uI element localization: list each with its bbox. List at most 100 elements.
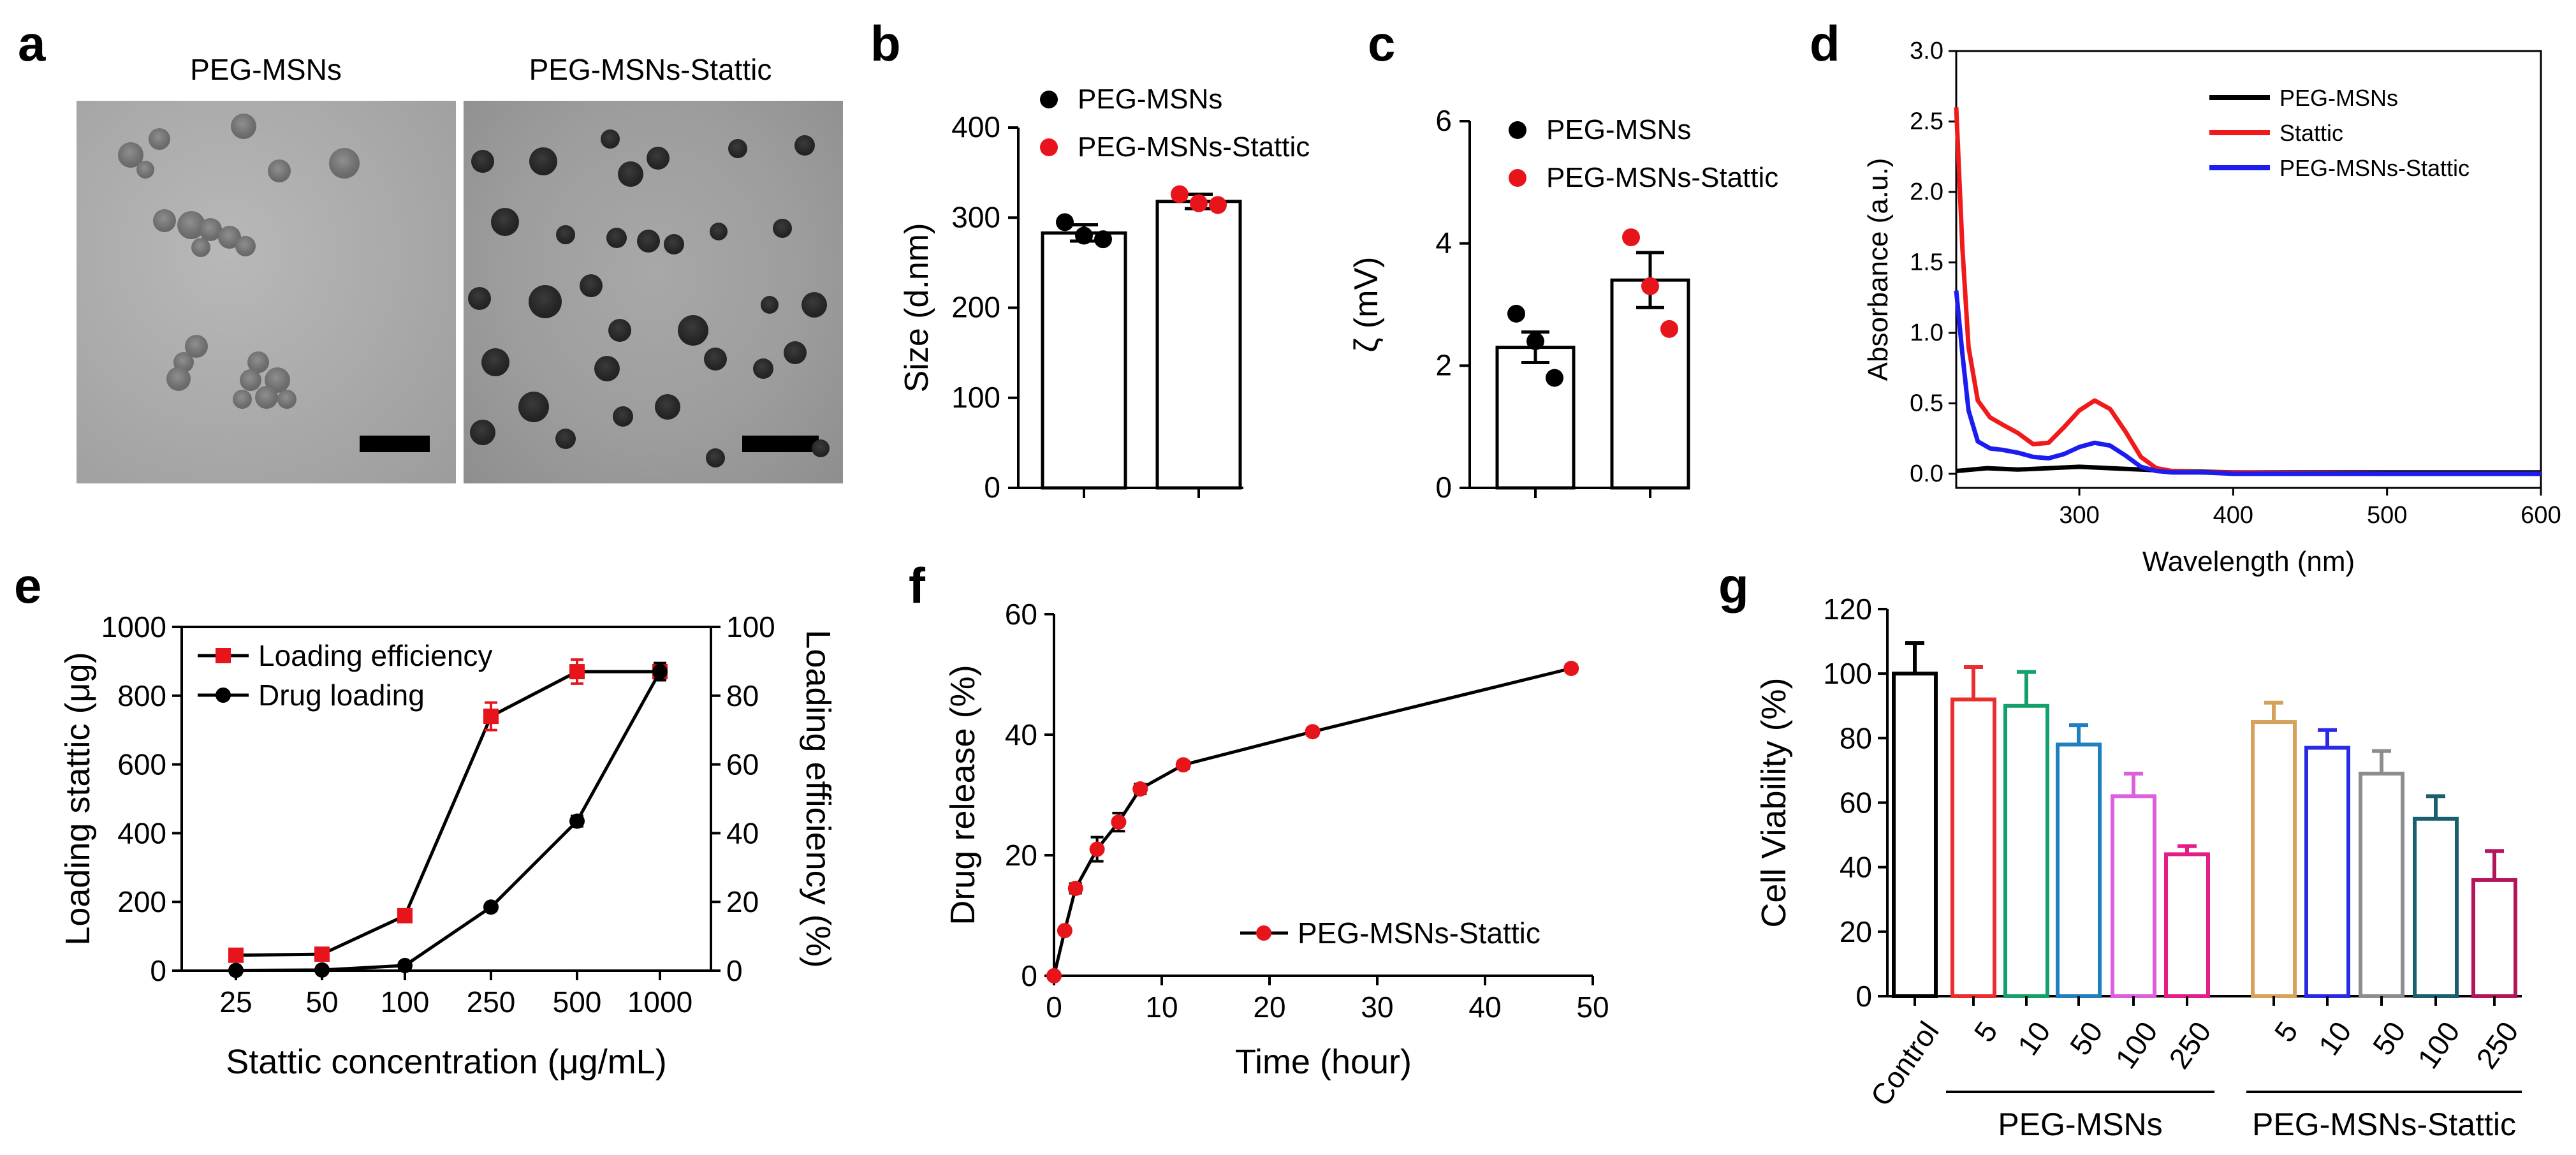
data-point — [1056, 213, 1074, 232]
y-tick-label: 400 — [117, 816, 166, 850]
data-point — [1089, 841, 1105, 857]
nanoparticle — [166, 367, 191, 391]
series-line — [235, 670, 662, 972]
data-point — [228, 962, 244, 978]
nanoparticle — [647, 147, 670, 170]
nanoparticle — [637, 230, 660, 253]
x-tick-label: 1000 — [627, 985, 692, 1019]
legend-label: PEG-MSNs — [1546, 114, 1691, 145]
data-point — [1132, 781, 1148, 797]
nanoparticle — [706, 448, 725, 467]
y-axis-label: ζ (mV) — [1348, 256, 1385, 352]
x-axis-label: Stattic concentration (μg/mL) — [226, 1043, 666, 1081]
y-tick-label: 0.5 — [1910, 390, 1943, 416]
y-tick-right-label: 40 — [726, 816, 759, 850]
data-point — [228, 947, 244, 963]
y-tick-label: 2.0 — [1910, 179, 1943, 205]
nanoparticle — [728, 139, 747, 158]
y-tick-right-label: 20 — [726, 885, 759, 918]
nanoparticle — [606, 228, 627, 248]
bar — [2056, 742, 2102, 998]
y-tick-label: 0.0 — [1910, 460, 1943, 487]
y-tick-label: 40 — [1840, 851, 1872, 884]
y-tick-right-label: 80 — [726, 679, 759, 712]
nanoparticle — [801, 292, 827, 318]
tem-title-left: PEG-MSNs — [190, 53, 342, 86]
x-axis-label: Wavelength (nm) — [2142, 546, 2355, 577]
y-tick-label: 60 — [1840, 786, 1872, 820]
legend-label: PEG-MSNs-Stattic — [1298, 916, 1540, 950]
x-tick-label: 5 — [2267, 1015, 2304, 1048]
y-axis-label: Size (d.nm) — [898, 223, 935, 393]
nanoparticle — [149, 128, 170, 150]
x-tick-label: 100 — [381, 985, 430, 1019]
nanoparticle — [529, 285, 562, 318]
data-point — [1190, 194, 1208, 212]
nanoparticle — [655, 394, 680, 420]
nanoparticle — [268, 159, 291, 182]
nanoparticle — [470, 420, 495, 445]
data-point — [397, 908, 413, 923]
bar — [2413, 816, 2459, 998]
legend-label: Drug loading — [258, 679, 425, 712]
y-tick-right-label: 0 — [726, 954, 743, 987]
y-tick-label: 200 — [951, 291, 1000, 324]
y-axis-label: Drug release (%) — [944, 665, 982, 925]
y-axis-label: Absorbance (a.u.) — [1862, 158, 1894, 381]
y-tick-label: 2.5 — [1910, 108, 1943, 135]
data-point — [1171, 185, 1189, 203]
data-point — [1067, 880, 1083, 896]
data-point — [483, 899, 499, 915]
y-tick-label: 0 — [1021, 959, 1037, 992]
nanoparticle — [329, 148, 360, 179]
y-tick-label: 0 — [1855, 980, 1872, 1013]
legend-label: PEG-MSNs — [1078, 84, 1222, 115]
nanoparticle — [773, 219, 792, 238]
bar — [2251, 720, 2297, 998]
x-tick-label: 10 — [2312, 1015, 2358, 1061]
legend-marker — [1509, 169, 1526, 187]
y-tick-label: 40 — [1005, 718, 1037, 751]
nanoparticle — [678, 315, 708, 346]
panel-label-f: f — [909, 557, 926, 614]
nanoparticle — [761, 296, 779, 314]
legend-marker — [1040, 91, 1058, 108]
data-point — [1111, 814, 1127, 830]
nanoparticle — [710, 223, 728, 240]
legend-label: PEG-MSNs-Stattic — [2280, 155, 2470, 181]
nanoparticle — [529, 147, 557, 175]
bar — [2471, 878, 2517, 999]
x-tick-label: 300 — [2059, 502, 2099, 529]
nanoparticle — [235, 236, 256, 256]
group-label: PEG-MSNs-Stattic — [2252, 1107, 2516, 1142]
x-tick-label: 5 — [1967, 1015, 2003, 1048]
scale-bar — [742, 436, 819, 452]
x-tick-label: 400 — [2213, 502, 2253, 529]
x-tick-label: 20 — [1253, 990, 1285, 1024]
y-tick-label: 0 — [984, 471, 1000, 504]
data-point — [652, 664, 668, 680]
y-axis-label: Loading stattic (μg) — [59, 652, 97, 945]
y-tick-label: 100 — [951, 381, 1000, 414]
legend-marker — [216, 688, 231, 703]
x-tick-label: 25 — [219, 985, 252, 1019]
x-tick-label: 40 — [1468, 990, 1501, 1024]
legend-label: PEG-MSNs-Stattic — [1546, 162, 1778, 193]
nanoparticle — [481, 348, 509, 376]
data-point — [397, 957, 413, 973]
series-line — [235, 670, 660, 957]
data-point — [483, 709, 499, 725]
legend-marker — [1509, 121, 1526, 139]
nanoparticle — [812, 439, 830, 457]
x-tick-label: 250 — [2470, 1015, 2525, 1075]
legend-label: PEG-MSNs — [2280, 85, 2398, 111]
x-tick-label: 500 — [553, 985, 602, 1019]
data-point — [314, 962, 330, 978]
nanoparticle — [491, 208, 519, 236]
y-tick-label: 60 — [1005, 598, 1037, 631]
bar — [2164, 852, 2210, 999]
nanoparticle — [471, 150, 494, 173]
legend-marker — [216, 648, 231, 663]
legend-label: Loading efficiency — [258, 639, 492, 672]
